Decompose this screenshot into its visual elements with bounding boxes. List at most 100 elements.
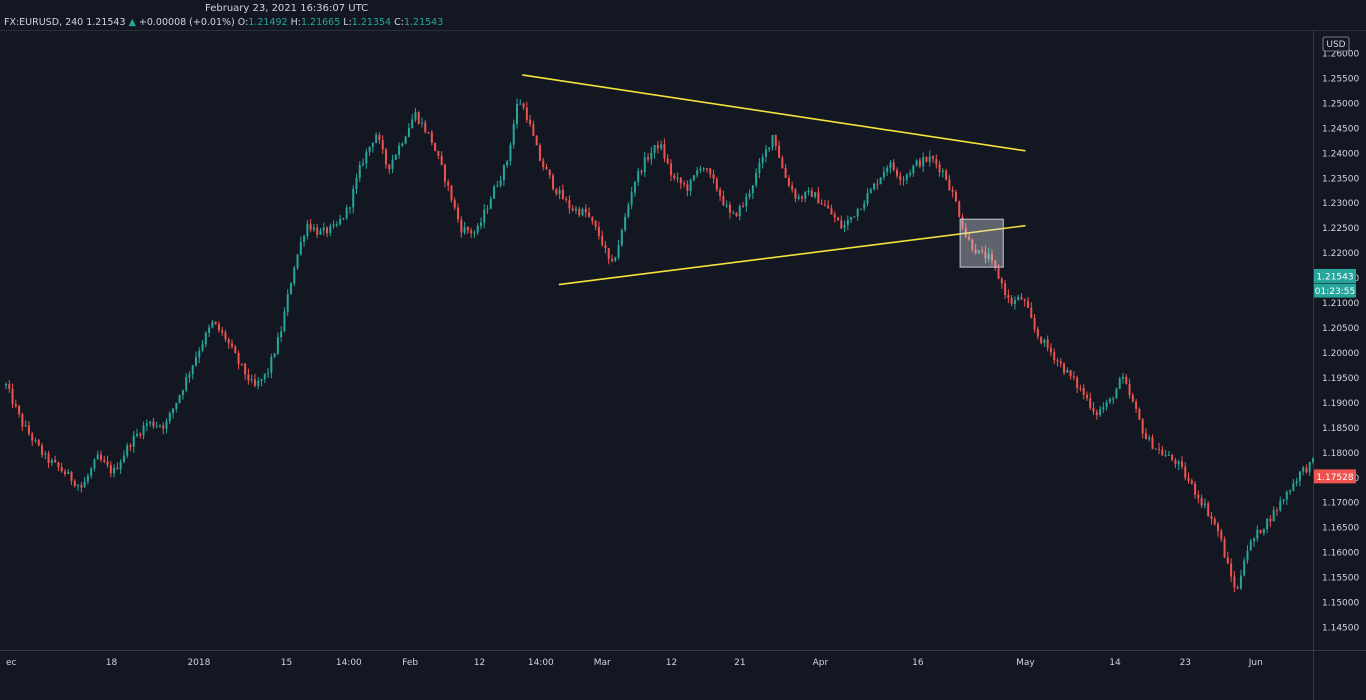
- candle-body: [516, 103, 519, 125]
- candle-body: [594, 220, 597, 227]
- candle-body: [604, 244, 607, 249]
- candle-body: [1292, 483, 1295, 491]
- price-tick-label: 1.20000: [1322, 349, 1359, 359]
- candle-body: [745, 196, 748, 207]
- price-tick-label: 1.18500: [1322, 424, 1359, 434]
- time-tick-label: 18: [106, 658, 118, 668]
- candle-body: [1269, 518, 1272, 522]
- candle-body: [742, 205, 745, 207]
- time-tick-label: 14: [1109, 658, 1121, 668]
- candle-body: [1180, 461, 1183, 467]
- candle-body: [830, 208, 833, 215]
- candle-body: [270, 356, 273, 373]
- time-tick-label: 12: [474, 658, 485, 668]
- candle-body: [954, 191, 957, 202]
- candle-body: [650, 152, 653, 160]
- candle-body: [1154, 448, 1157, 450]
- candle-body: [257, 380, 260, 386]
- candle-body: [800, 196, 803, 199]
- candle-body: [997, 267, 1000, 279]
- candle-body: [751, 185, 754, 194]
- price-badge: [1314, 283, 1356, 298]
- candle-body: [1128, 384, 1131, 396]
- time-axis[interactable]: ec 18 2018 15 14:00 Feb 12 14:00 Mar 12 21 Apr 16 May…: [6, 658, 1263, 668]
- candle-body: [519, 103, 522, 105]
- candle-body: [398, 145, 401, 155]
- ohlc-legend: FX:EURUSD, 240 1.21543 ▲ +0.00008 (+0.01…: [4, 17, 443, 28]
- candle-body: [964, 227, 967, 237]
- candle-body: [827, 205, 830, 209]
- candle-body: [1226, 557, 1229, 564]
- candle-body: [535, 135, 538, 146]
- candle-body: [1298, 471, 1301, 482]
- candle-body: [237, 353, 240, 364]
- candle-body: [224, 332, 227, 340]
- candle-body: [512, 124, 515, 145]
- candle-body: [591, 216, 594, 221]
- candle-body: [289, 283, 292, 295]
- candle-body: [925, 157, 928, 162]
- candle-body: [227, 339, 230, 344]
- candle-body: [1043, 339, 1046, 344]
- candle-body: [506, 161, 509, 166]
- candle-body: [1308, 461, 1311, 473]
- candle-body: [666, 158, 669, 164]
- candle-body: [1167, 454, 1170, 456]
- price-tick-label: 1.20500: [1322, 324, 1359, 334]
- candle-body: [1266, 518, 1269, 530]
- candle-body: [421, 122, 424, 124]
- candle-body: [303, 235, 306, 242]
- candle-body: [208, 327, 211, 333]
- candle-body: [895, 169, 898, 176]
- price-badge-label: 01:23:55: [1315, 287, 1355, 297]
- candle-body: [103, 459, 106, 462]
- candle-body: [1079, 387, 1082, 389]
- candle-body: [231, 343, 234, 347]
- price-tick-label: 1.17000: [1322, 499, 1359, 509]
- price-tick-label: 1.18000: [1322, 449, 1359, 459]
- time-tick-label: 14:00: [336, 658, 362, 668]
- candle-body: [443, 164, 446, 182]
- candle-body: [267, 372, 270, 374]
- drawings-layer[interactable]: [522, 74, 1026, 286]
- candle-body: [440, 155, 443, 165]
- symbol-label[interactable]: FX:EURUSD, 240: [4, 17, 84, 28]
- candle-body: [1135, 401, 1138, 409]
- candle-body: [837, 217, 840, 221]
- candle-body: [1095, 411, 1098, 415]
- candle-body: [424, 122, 427, 133]
- change-value: +0.00008 (+0.01%): [138, 17, 235, 28]
- candle-body: [165, 421, 168, 429]
- price-axis[interactable]: 1.14500 1.15000 1.15500 1.16000 1.16500 1.170…: [1314, 36, 1359, 634]
- candle-body: [542, 160, 545, 168]
- candle-body: [453, 200, 456, 208]
- candle-body: [54, 460, 57, 463]
- candle-body: [810, 190, 813, 197]
- candle-body: [633, 181, 636, 193]
- candle-body: [647, 157, 650, 160]
- candle-body: [791, 185, 794, 190]
- candle-body: [1259, 529, 1262, 534]
- candle-body: [1262, 529, 1265, 534]
- candle-body: [689, 179, 692, 191]
- candle-body: [404, 136, 407, 144]
- candle-body: [234, 346, 237, 354]
- price-tick-label: 1.19500: [1322, 374, 1359, 384]
- candle-body: [669, 163, 672, 176]
- candle-body: [771, 135, 774, 148]
- candlestick-series: [5, 98, 1314, 593]
- candle-body: [1066, 370, 1069, 373]
- candle-body: [1246, 550, 1249, 561]
- candle-body: [1105, 402, 1108, 408]
- candle-body: [624, 216, 627, 230]
- candle-body: [368, 146, 371, 152]
- candle-body: [1194, 483, 1197, 495]
- candle-body: [1233, 576, 1236, 588]
- candle-body: [941, 170, 944, 173]
- candle-body: [417, 112, 420, 124]
- time-tick-label: 21: [734, 658, 745, 668]
- candle-body: [119, 461, 122, 470]
- candle-body: [1089, 398, 1092, 408]
- candle-body: [60, 467, 63, 472]
